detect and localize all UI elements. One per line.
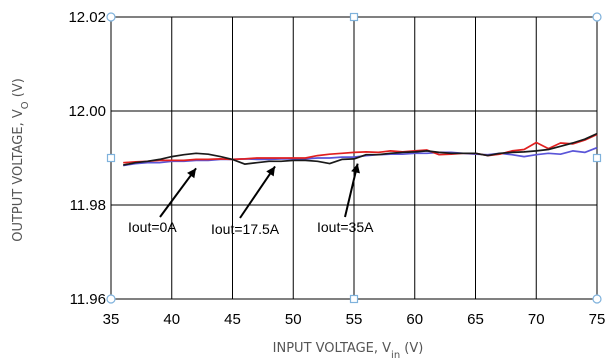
selection-handles[interactable] [106, 12, 602, 304]
annotations: Iout=0A Iout=17.5A Iout=35A [128, 163, 374, 237]
annotation-arrowhead [266, 166, 276, 177]
resize-handle-side[interactable] [349, 12, 359, 22]
grid [110, 16, 598, 300]
series-group [123, 132, 598, 167]
resize-handle-corner[interactable] [592, 294, 602, 304]
x-tick-label: 70 [528, 311, 545, 328]
y-tick-label: 12.00 [68, 103, 106, 120]
x-tick-label: 75 [589, 311, 606, 328]
annotation-arrowhead [187, 168, 197, 179]
x-tick-label: 45 [224, 311, 241, 328]
resize-handle-side[interactable] [349, 294, 359, 304]
resize-handle-corner[interactable] [106, 12, 116, 22]
y-tick-label: 11.96 [70, 291, 106, 308]
x-tick-label: 60 [406, 311, 423, 328]
resize-handle-side[interactable] [106, 153, 116, 163]
y-axis-title-unit: (V) [11, 78, 26, 101]
x-axis-title: INPUT VOLTAGE, Vin (V) [273, 341, 424, 361]
annotation-arrow [159, 167, 197, 218]
annotation-label: Iout=0A [128, 219, 177, 235]
x-axis-title-main: INPUT VOLTAGE, V [273, 341, 391, 356]
x-axis-title-unit: (V) [400, 341, 423, 356]
annotation-label: Iout=17.5A [211, 221, 280, 237]
annotation-arrowhead [351, 163, 360, 174]
series-line-iout-35a [123, 132, 598, 166]
y-axis-title: OUTPUT VOLTAGE, VO (V) [11, 78, 31, 242]
y-axis-title-sub: O [20, 101, 31, 109]
y-tick-label: 11.98 [70, 197, 106, 214]
x-tick-label: 40 [163, 311, 180, 328]
x-tick-label: 65 [467, 311, 484, 328]
annotation-label: Iout=35A [317, 219, 374, 235]
annotation-arrow [344, 163, 359, 218]
series-line-iout-17-5a [123, 133, 598, 164]
resize-handle-corner[interactable] [592, 12, 602, 22]
tick-labels: 35 40 45 50 55 60 65 70 75 12.02 12.00 11.98 11.96 [68, 9, 605, 328]
resize-handle-side[interactable] [592, 153, 602, 163]
x-tick-label: 55 [346, 311, 363, 328]
resize-handle-corner[interactable] [106, 294, 116, 304]
y-axis-title-main: OUTPUT VOLTAGE, V [11, 109, 26, 242]
annotation-arrow [239, 165, 276, 219]
x-axis-title-sub: in [391, 350, 400, 361]
y-tick-label: 12.02 [68, 9, 106, 26]
x-tick-label: 35 [103, 311, 120, 328]
x-tick-label: 50 [285, 311, 302, 328]
